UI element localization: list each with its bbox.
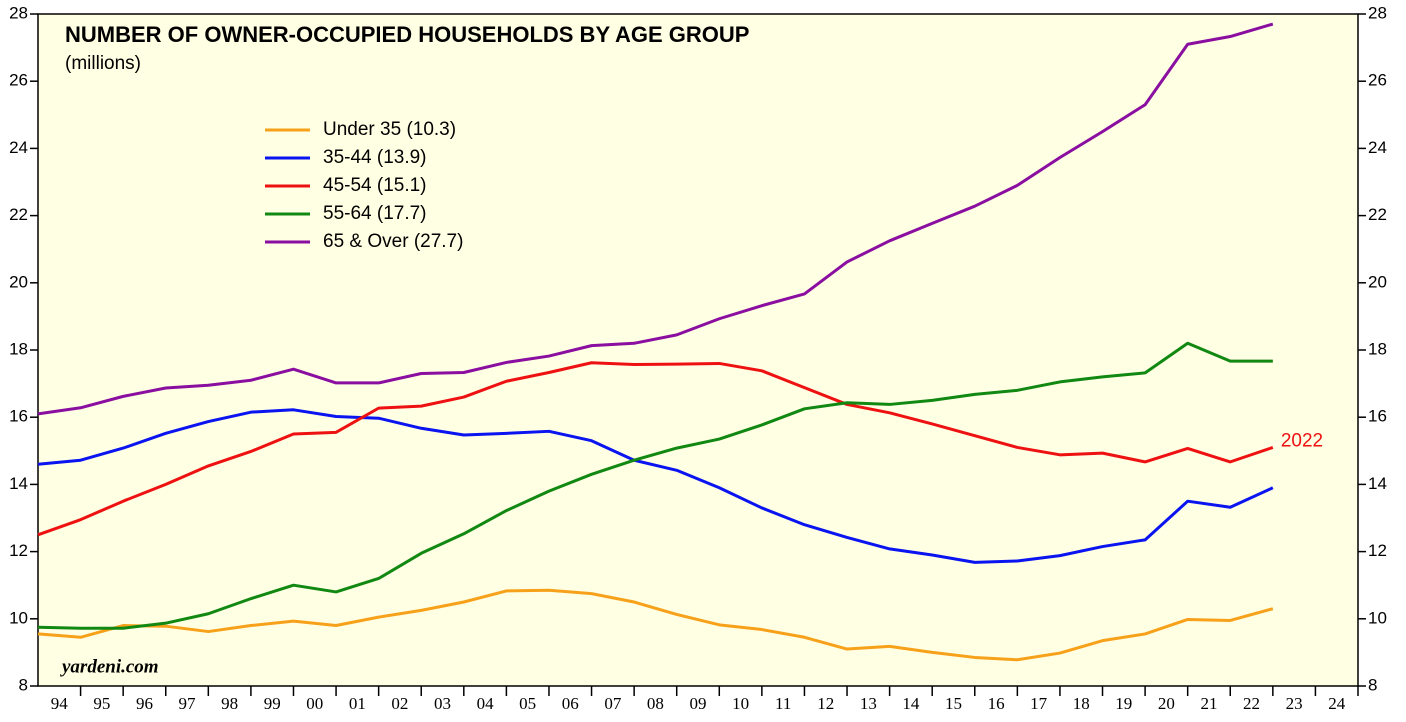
y2-tick-label: 10	[1368, 608, 1387, 627]
y2-tick-label: 22	[1368, 205, 1387, 224]
legend-label: 65 & Over (27.7)	[323, 231, 463, 252]
source: yardeni.com	[60, 656, 159, 677]
y2-tick-label: 20	[1368, 272, 1387, 291]
y-tick-label: 28	[9, 3, 28, 22]
series-line	[37, 22, 1274, 416]
y-tick-label: 8	[19, 675, 28, 694]
annotation: 2022	[1281, 430, 1323, 451]
x-tick-label: 97	[179, 694, 197, 713]
x-tick-label: 22	[1243, 694, 1260, 713]
x-tick-label: 24	[1328, 694, 1346, 713]
x-tick-label: 21	[1200, 694, 1217, 713]
y2-tick-label: 14	[1368, 474, 1387, 493]
x-tick-label: 11	[775, 694, 791, 713]
x-tick-label: 13	[860, 694, 877, 713]
y2-tick-label: 12	[1368, 541, 1387, 560]
x-tick-label: 02	[391, 694, 408, 713]
x-tick-label: 12	[817, 694, 834, 713]
x-tick-label: 07	[604, 694, 622, 713]
x-tick-label: 18	[1073, 694, 1090, 713]
x-tick-label: 10	[732, 694, 749, 713]
legend-label: 35-44 (13.9)	[323, 147, 427, 168]
legend-label: 45-54 (15.1)	[323, 175, 427, 196]
y-tick-label: 12	[9, 541, 28, 560]
chart-title: NUMBER OF OWNER-OCCUPIED HOUSEHOLDS BY A…	[65, 22, 749, 47]
legend-label: 55-64 (17.7)	[323, 203, 427, 224]
x-tick-label: 05	[519, 694, 536, 713]
y-tick-label: 16	[9, 407, 28, 426]
x-tick-label: 98	[221, 694, 238, 713]
x-tick-label: 23	[1286, 694, 1303, 713]
chart-subtitle: (millions)	[65, 53, 141, 74]
x-tick-label: 03	[434, 694, 451, 713]
x-tick-label: 00	[306, 694, 323, 713]
x-tick-label: 94	[51, 694, 69, 713]
y2-tick-label: 18	[1368, 339, 1387, 358]
series-line	[37, 341, 1273, 630]
y2-tick-label: 24	[1368, 138, 1387, 157]
x-tick-label: 17	[1030, 694, 1048, 713]
x-tick-label: 14	[902, 694, 920, 713]
x-tick-label: 15	[945, 694, 962, 713]
y-tick-label: 10	[9, 608, 28, 627]
x-tick-label: 95	[93, 694, 110, 713]
y2-tick-label: 8	[1368, 675, 1377, 694]
x-tick-label: 99	[264, 694, 281, 713]
x-tick-label: 19	[1115, 694, 1132, 713]
y-tick-label: 24	[9, 138, 28, 157]
x-tick-label: 16	[988, 694, 1005, 713]
x-tick-label: 04	[477, 694, 495, 713]
y2-tick-label: 28	[1368, 3, 1387, 22]
y-tick-label: 22	[9, 205, 28, 224]
series-line	[37, 588, 1274, 662]
series-line	[37, 408, 1274, 564]
x-tick-label: 08	[647, 694, 664, 713]
series-line	[37, 361, 1274, 537]
plot-area	[37, 13, 1359, 687]
x-tick-label: 06	[562, 694, 579, 713]
y-tick-label: 18	[9, 339, 28, 358]
y-tick-label: 20	[9, 272, 28, 291]
x-tick-label: 96	[136, 694, 153, 713]
y-tick-label: 26	[9, 71, 28, 90]
y2-tick-label: 16	[1368, 407, 1387, 426]
x-tick-label: 09	[690, 694, 707, 713]
x-tick-label: 01	[349, 694, 366, 713]
y-tick-label: 14	[9, 474, 28, 493]
x-tick-label: 20	[1158, 694, 1175, 713]
y2-tick-label: 26	[1368, 71, 1387, 90]
legend-label: Under 35 (10.3)	[323, 119, 456, 140]
